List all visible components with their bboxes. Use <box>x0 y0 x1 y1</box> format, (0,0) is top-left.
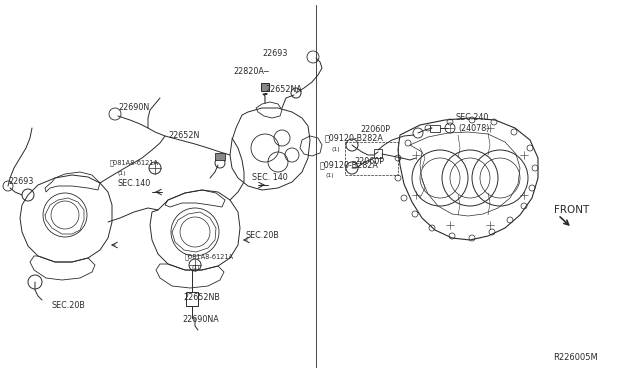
Text: 22652NB: 22652NB <box>183 294 220 302</box>
Text: SEC.20B: SEC.20B <box>245 231 279 240</box>
Text: SEC.20B: SEC.20B <box>52 301 86 311</box>
Text: ⑱081A8-6121A: ⑱081A8-6121A <box>185 254 234 260</box>
Text: ⑱09120-B282A: ⑱09120-B282A <box>325 134 384 142</box>
Polygon shape <box>261 83 269 91</box>
Text: FRONT: FRONT <box>554 205 589 215</box>
Text: 22690N: 22690N <box>118 103 149 112</box>
Text: ⑱081A8-6121A: ⑱081A8-6121A <box>110 160 159 166</box>
Text: 22693: 22693 <box>262 48 287 58</box>
Polygon shape <box>215 153 225 160</box>
Text: SEC.240: SEC.240 <box>456 113 490 122</box>
Text: 22820A─: 22820A─ <box>233 67 269 77</box>
Text: SEC. 140: SEC. 140 <box>252 173 288 183</box>
Text: 22060P: 22060P <box>354 157 384 167</box>
Text: 22060P: 22060P <box>360 125 390 135</box>
Text: ⑱09120-B282A: ⑱09120-B282A <box>320 160 379 170</box>
Text: 22652N: 22652N <box>168 131 200 140</box>
Text: R226005M: R226005M <box>553 353 598 362</box>
Text: (1): (1) <box>192 266 200 270</box>
Text: (1): (1) <box>118 170 127 176</box>
Text: 22693: 22693 <box>8 177 33 186</box>
Text: (24078): (24078) <box>458 124 490 132</box>
Text: (1): (1) <box>332 147 340 151</box>
Text: SEC.140: SEC.140 <box>118 179 151 187</box>
Text: 22690NA: 22690NA <box>182 315 219 324</box>
Text: 22652NA: 22652NA <box>265 86 302 94</box>
Text: (1): (1) <box>325 173 333 179</box>
